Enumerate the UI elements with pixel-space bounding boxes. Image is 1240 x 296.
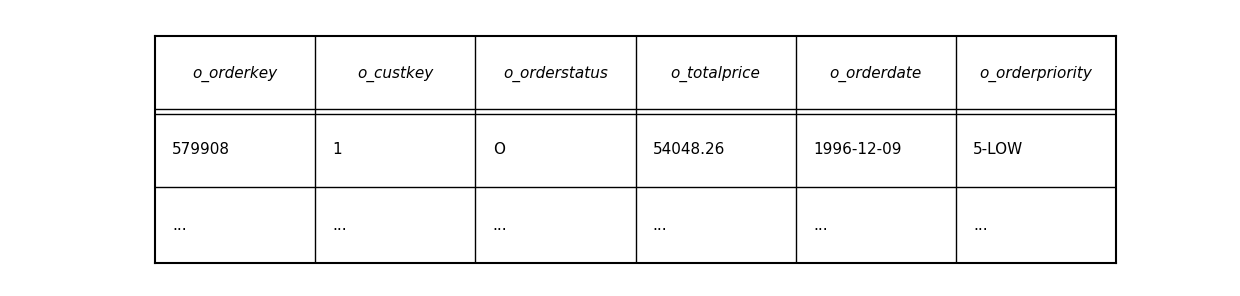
- Text: O: O: [492, 142, 505, 157]
- Text: o_orderpriority: o_orderpriority: [980, 65, 1092, 82]
- Text: 579908: 579908: [172, 142, 231, 157]
- Text: ...: ...: [652, 218, 667, 233]
- Text: 54048.26: 54048.26: [652, 142, 725, 157]
- Text: ...: ...: [332, 218, 347, 233]
- Text: o_custkey: o_custkey: [357, 65, 433, 82]
- Text: ...: ...: [492, 218, 507, 233]
- Text: o_orderdate: o_orderdate: [830, 65, 921, 82]
- Text: o_totalprice: o_totalprice: [671, 65, 760, 82]
- Text: ...: ...: [813, 218, 827, 233]
- Text: o_orderkey: o_orderkey: [192, 65, 278, 82]
- Text: 1: 1: [332, 142, 342, 157]
- Text: 1996-12-09: 1996-12-09: [813, 142, 901, 157]
- Text: ...: ...: [973, 218, 988, 233]
- Text: o_orderstatus: o_orderstatus: [503, 65, 608, 82]
- Text: ...: ...: [172, 218, 187, 233]
- Text: 5-LOW: 5-LOW: [973, 142, 1023, 157]
